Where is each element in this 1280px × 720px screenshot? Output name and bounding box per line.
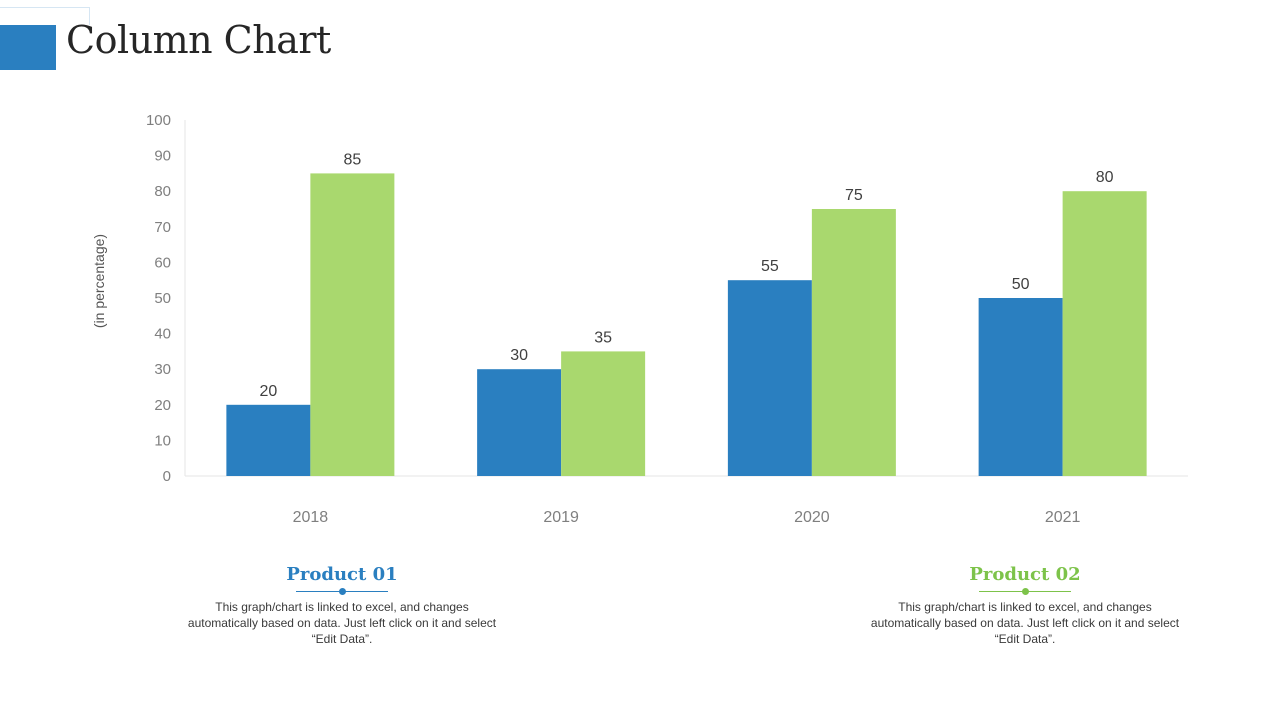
data-label-product-02: 75 — [845, 187, 863, 204]
data-label-product-01: 50 — [1012, 276, 1030, 293]
x-tick-label: 2021 — [1045, 509, 1081, 526]
legend-dot-product-02 — [1022, 588, 1029, 595]
bar-product-01 — [978, 298, 1063, 476]
legend-rule-product-02 — [979, 588, 1071, 595]
bar-product-01 — [477, 369, 562, 476]
x-tick-label: 2020 — [794, 509, 830, 526]
legend-description-product-02: This graph/chart is linked to excel, and… — [870, 600, 1180, 646]
y-tick-label: 50 — [154, 290, 171, 307]
y-tick-label: 100 — [146, 112, 171, 129]
data-label-product-02: 35 — [594, 329, 612, 346]
data-label-product-02: 85 — [343, 151, 361, 168]
legend-description-product-01: This graph/chart is linked to excel, and… — [187, 600, 497, 646]
bar-product-02 — [1062, 191, 1147, 476]
bar-product-02 — [811, 209, 896, 476]
y-tick-label: 20 — [154, 397, 171, 414]
legend-rule-product-01 — [296, 588, 388, 595]
data-label-product-01: 30 — [510, 347, 528, 364]
y-tick-label: 30 — [154, 361, 171, 378]
page-title: Column Chart — [66, 18, 331, 62]
header-accent-block — [0, 25, 56, 70]
x-tick-label: 2018 — [293, 509, 329, 526]
legend-title-product-02: Product 02 — [969, 564, 1081, 585]
data-label-product-01: 20 — [259, 383, 277, 400]
legend-title-product-01: Product 01 — [286, 564, 398, 585]
bar-product-02 — [561, 351, 646, 476]
y-tick-label: 0 — [163, 468, 171, 485]
data-label-product-02: 80 — [1096, 169, 1114, 186]
y-tick-label: 70 — [154, 219, 171, 236]
plot-area: 0 10 20 30 40 50 60 70 80 90 100 (in percentage) 20 8… — [91, 112, 1188, 526]
y-axis-title: (in percentage) — [91, 234, 107, 328]
legend-dot-product-01 — [339, 588, 346, 595]
y-tick-label: 60 — [154, 254, 171, 271]
y-tick-label: 10 — [154, 432, 171, 449]
bar-product-01 — [727, 280, 812, 476]
data-label-product-01: 55 — [761, 258, 779, 275]
y-tick-label: 40 — [154, 326, 171, 343]
legend-product-01: Product 01 This graph/chart is linked to… — [182, 563, 502, 647]
x-tick-label: 2019 — [543, 509, 579, 526]
bar-product-02 — [310, 173, 395, 476]
bar-product-01 — [226, 404, 311, 476]
y-tick-label: 90 — [154, 148, 171, 165]
header-corner-frame — [0, 7, 90, 25]
legend-product-02: Product 02 This graph/chart is linked to… — [865, 563, 1185, 647]
y-tick-label: 80 — [154, 183, 171, 200]
